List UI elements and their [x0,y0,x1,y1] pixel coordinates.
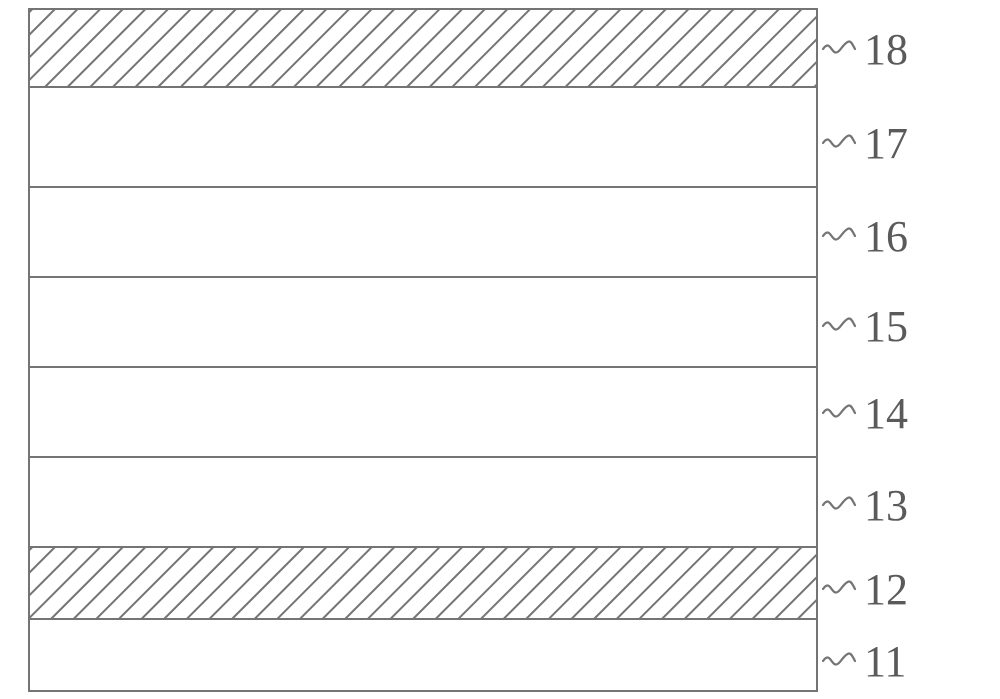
label-lead-16 [822,225,856,247]
label-lead-11 [822,650,856,672]
label-lead-13 [822,494,856,516]
layer-14 [28,368,818,458]
layer-label-14: 14 [864,388,908,439]
layer-18 [28,8,818,88]
layer-label-13: 13 [864,480,908,531]
hatched-fill [30,10,816,86]
layer-label-17: 17 [864,118,908,169]
layer-15 [28,278,818,368]
label-lead-14 [822,402,856,424]
figure-canvas: 18 17 16 15 14 13 12 11 [0,0,1000,699]
layer-label-16: 16 [864,211,908,262]
layer-11 [28,620,818,692]
layer-17 [28,88,818,188]
layer-12 [28,548,818,620]
layer-13 [28,458,818,548]
label-lead-15 [822,315,856,337]
layer-label-18: 18 [864,24,908,75]
layer-stack [28,8,818,692]
layer-label-11: 11 [864,636,906,687]
label-lead-18 [822,38,856,60]
layer-label-15: 15 [864,301,908,352]
label-lead-17 [822,132,856,154]
layer-16 [28,188,818,278]
hatched-fill [30,548,816,618]
label-lead-12 [822,578,856,600]
layer-label-12: 12 [864,564,908,615]
